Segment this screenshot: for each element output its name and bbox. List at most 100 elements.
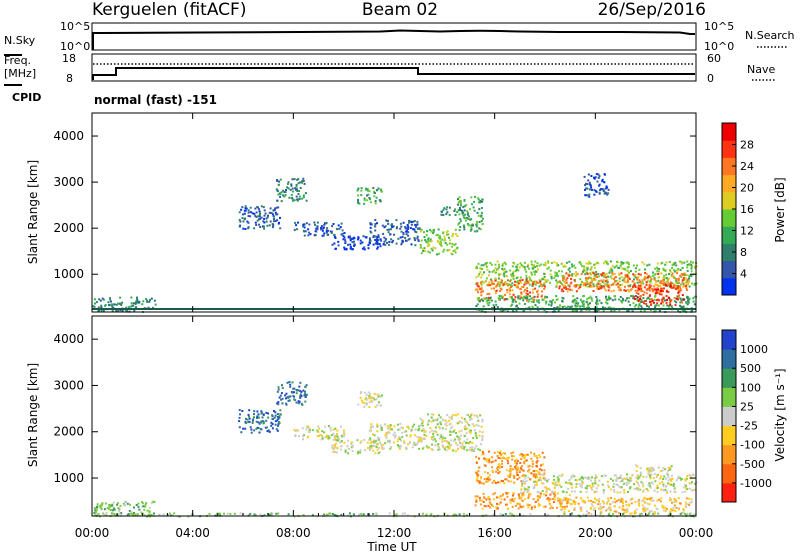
power-cell — [550, 275, 553, 278]
power-cell — [480, 291, 483, 294]
power-cell — [142, 300, 145, 303]
power-cell — [465, 216, 468, 219]
velocity-cell — [141, 501, 143, 503]
power-cell — [276, 219, 278, 222]
velocity-cell — [688, 504, 691, 506]
noise-left-tick-bottom: 10^0 — [60, 40, 90, 53]
velocity-cell — [682, 511, 685, 514]
power-cell — [242, 220, 245, 223]
power-cell — [674, 287, 677, 290]
power-cell — [359, 242, 362, 245]
velocity-cell — [549, 493, 552, 496]
velocity-cell — [526, 503, 529, 506]
velocity-cell — [505, 503, 507, 506]
power-cell — [570, 281, 573, 284]
power-cell — [378, 243, 381, 245]
power-cell — [288, 196, 291, 199]
velocity-cell — [685, 477, 688, 480]
power-cell — [257, 215, 260, 218]
power-cell — [397, 237, 400, 240]
power-cell — [597, 273, 600, 275]
power-cell — [618, 298, 621, 301]
velocity-cell — [506, 459, 509, 462]
velocity-cell — [333, 446, 336, 449]
power-cell — [607, 275, 610, 278]
power-cell — [665, 290, 668, 293]
velocity-cell — [575, 496, 578, 499]
power-cell — [431, 249, 434, 252]
velocity-cell — [537, 479, 540, 482]
velocity-cell — [469, 432, 472, 435]
velocity-cell — [95, 509, 98, 512]
power-cell — [651, 287, 654, 290]
velocity-cell — [331, 444, 334, 447]
power-cell — [584, 277, 587, 279]
power-cell — [418, 227, 421, 230]
power-cell — [497, 273, 500, 276]
power-cell — [538, 301, 541, 304]
velocity-cell — [690, 498, 693, 501]
power-cell — [672, 282, 675, 285]
velocity-cell — [287, 399, 290, 402]
velocity-cell — [544, 479, 547, 481]
velocity-cell — [368, 401, 371, 404]
velocity-cell — [618, 485, 621, 488]
power-cell — [635, 291, 638, 294]
velocity-cell — [501, 465, 504, 468]
velocity-cell — [609, 506, 612, 509]
power-cell — [605, 295, 607, 298]
power-cell — [416, 227, 419, 230]
power-cell — [693, 295, 696, 298]
power-cell — [330, 230, 333, 233]
power-cell — [654, 283, 657, 286]
velocity-cell — [538, 491, 541, 494]
power-cell — [360, 187, 363, 190]
power-cell — [538, 264, 541, 267]
velocity-cell — [538, 468, 541, 471]
velocity-cell — [247, 413, 250, 416]
velocity-cell — [97, 514, 100, 517]
power-cell — [462, 224, 465, 227]
velocity-cell — [281, 386, 284, 389]
velocity-cell — [469, 440, 472, 443]
power-cell — [639, 280, 642, 283]
power-cell — [527, 294, 529, 297]
power-cell — [296, 198, 299, 201]
power-cell — [632, 273, 635, 276]
velocity-cell — [620, 499, 623, 502]
power-cell — [607, 285, 610, 288]
power-cell — [476, 284, 479, 287]
velocity-cell — [494, 480, 496, 483]
velocity-cell — [629, 512, 632, 515]
power-cell — [374, 229, 377, 232]
power-cell — [414, 230, 417, 233]
power-cell — [563, 277, 565, 280]
velocity-cell — [664, 506, 667, 509]
power-cell — [260, 205, 263, 208]
power-cell — [290, 184, 293, 187]
velocity-cell — [434, 440, 437, 443]
velocity-cell — [439, 427, 441, 430]
velocity-cell — [297, 429, 299, 432]
velocity-cell — [495, 496, 498, 499]
power-cell — [575, 271, 578, 274]
power-cell — [543, 263, 546, 266]
velocity-cell — [436, 417, 439, 420]
velocity-cell — [512, 492, 515, 494]
velocity-cell — [481, 431, 484, 434]
power-cell — [110, 304, 113, 307]
power-cell — [259, 212, 262, 215]
power-cell — [479, 287, 482, 290]
velocity-cell — [586, 510, 588, 513]
velocity-cell — [561, 506, 564, 508]
power-cell — [681, 274, 684, 277]
velocity-cell — [474, 504, 477, 507]
power-cell — [598, 299, 601, 302]
velocity-cell — [423, 438, 426, 440]
power-colorbar-segment — [722, 277, 736, 296]
power-cell — [443, 235, 446, 238]
velocity-cell — [492, 493, 495, 496]
power-cell — [540, 284, 543, 287]
power-cell — [567, 305, 570, 308]
power-cell — [607, 283, 610, 286]
